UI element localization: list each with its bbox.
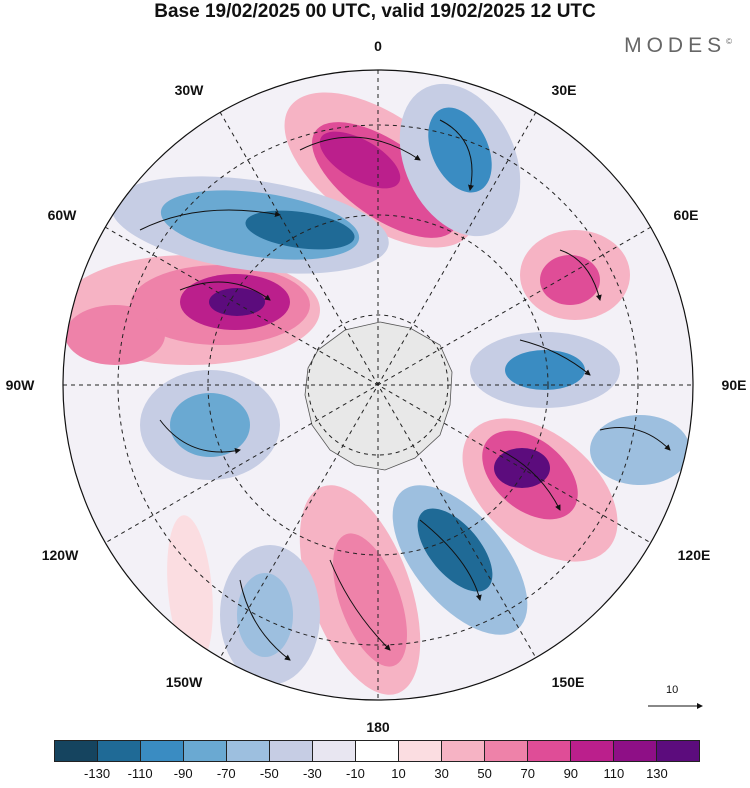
colorbar-tick-label: 110 <box>603 766 625 781</box>
colorbar-tick-label: 30 <box>434 766 449 781</box>
colorbar-swatch <box>442 741 485 761</box>
lon-label-180: 180 <box>366 719 390 735</box>
colorbar-swatch <box>356 741 399 761</box>
lon-label-120e: 120E <box>677 547 711 563</box>
colorbar-tick-label: 70 <box>520 766 535 781</box>
colorbar-swatch <box>614 741 657 761</box>
reference-vector: 10 <box>648 684 708 714</box>
lon-label-150e: 150E <box>551 674 585 690</box>
map-title: Base 19/02/2025 00 UTC, valid 19/02/2025… <box>154 1 596 22</box>
colorbar: -130 -110 -90 -70 -50 -30 -10 10 30 50 70 90 110 130 <box>54 740 700 781</box>
copyright-mark: © <box>726 37 732 46</box>
lon-label-60e: 60E <box>673 207 699 223</box>
colorbar-tick-label: -30 <box>302 766 322 781</box>
lon-label-30w: 30W <box>174 82 204 98</box>
colorbar-tick-label: -90 <box>173 766 193 781</box>
colorbar-swatch <box>270 741 313 761</box>
field-layer <box>63 70 693 700</box>
colorbar-swatch <box>55 741 98 761</box>
brand-text: MODES <box>624 34 727 57</box>
colorbar-swatch <box>98 741 141 761</box>
colorbar-tick-label: 50 <box>477 766 492 781</box>
reference-vector-label: 10 <box>666 684 679 696</box>
colorbar-tick-label: -10 <box>346 766 365 781</box>
colorbar-swatch <box>313 741 356 761</box>
reference-arrow-icon <box>648 703 703 709</box>
colorbar-swatch <box>571 741 614 761</box>
colorbar-tick-label: -50 <box>259 766 279 781</box>
colorbar-swatch <box>399 741 442 761</box>
colorbar-swatch <box>184 741 227 761</box>
lon-label-120w: 120W <box>41 547 79 563</box>
colorbar-tick-label: -110 <box>127 766 153 781</box>
colorbar-swatch <box>141 741 184 761</box>
colorbar-tick-label: -130 <box>84 766 111 781</box>
lon-label-90w: 90W <box>5 377 35 393</box>
lon-label-30e: 30E <box>551 82 577 98</box>
colorbar-tick-label: 10 <box>391 766 406 781</box>
colorbar-tick-label: 90 <box>563 766 579 781</box>
colorbar-swatch <box>227 741 270 761</box>
colorbar-tick-label: 130 <box>646 766 668 781</box>
lon-label-90e: 90E <box>721 377 747 393</box>
map-border <box>62 69 694 701</box>
lon-label-60w: 60W <box>47 207 77 223</box>
colorbar-swatch <box>528 741 571 761</box>
colorbar-swatch <box>657 741 699 761</box>
colorbar-swatch <box>485 741 528 761</box>
colorbar-tick-label: -70 <box>216 766 236 781</box>
colorbar-swatches <box>54 740 700 762</box>
modes-logo: MODES© <box>624 34 732 58</box>
lon-label-150w: 150W <box>165 674 203 690</box>
lon-label-0: 0 <box>374 38 382 54</box>
